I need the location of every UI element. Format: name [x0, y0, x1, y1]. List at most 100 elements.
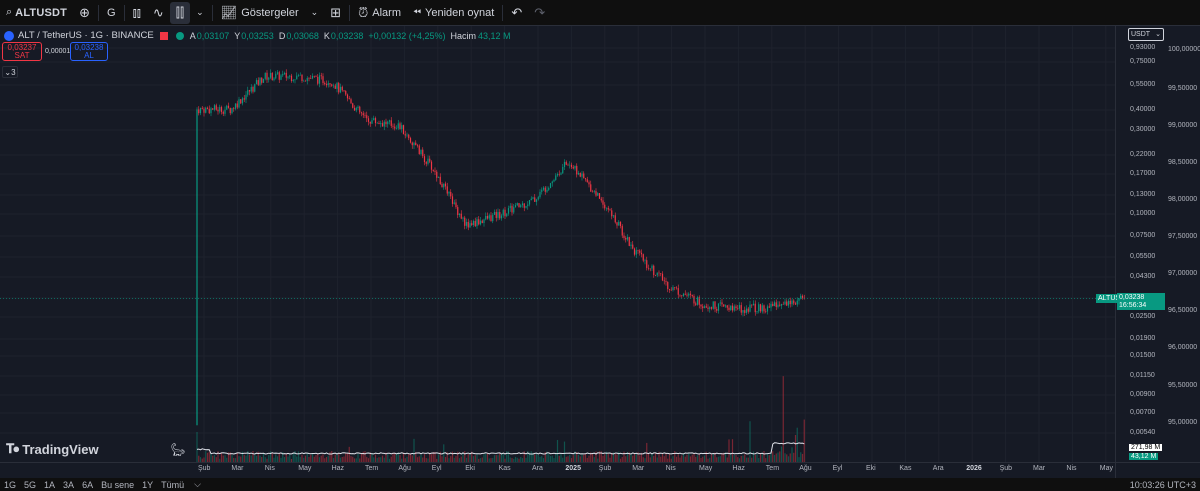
candle [443, 183, 445, 190]
candle [616, 221, 618, 229]
candles-type-button[interactable]: ⫿⫿ [169, 1, 191, 24]
candle [472, 219, 475, 228]
volume-bar [227, 452, 230, 462]
volume-bar [317, 453, 319, 462]
range-button[interactable]: Bu sene [101, 479, 135, 490]
candle [446, 182, 448, 196]
volume-bar [210, 453, 212, 462]
range-button[interactable]: 1Y [142, 479, 154, 490]
date-range-icon[interactable]: ⌵ [194, 479, 201, 489]
candle [450, 189, 452, 200]
volume-bar [654, 452, 657, 462]
sell-button[interactable]: 0,03237 SAT [2, 42, 42, 61]
candle [357, 105, 359, 110]
volume-bar [408, 453, 410, 462]
volume-bar [672, 456, 674, 462]
volume-bar [327, 455, 329, 462]
volume-bar [609, 457, 611, 462]
candle [388, 119, 391, 125]
layouts-button[interactable]: ⊞ [324, 0, 347, 26]
candle [493, 209, 496, 215]
current-price-tag: 0,03238 16:56:34 [1117, 293, 1165, 310]
candle [297, 73, 300, 77]
volume-bar [633, 453, 636, 462]
volume-bar [415, 451, 417, 462]
time-axis[interactable] [0, 462, 1115, 478]
candle [248, 89, 251, 96]
volume-bar [612, 452, 615, 462]
secondary-tick-label: 97,50000 [1168, 233, 1198, 240]
time-tick-label: Ara [532, 465, 543, 472]
candle [597, 192, 599, 196]
volume-bar [518, 458, 520, 462]
range-button[interactable]: 1A [44, 479, 56, 490]
axis-settings-corner[interactable] [1115, 462, 1200, 478]
replay-button[interactable]: ⏪︎ Yeniden oynat [407, 0, 500, 26]
chart-type-dropdown[interactable]: ⌄ [190, 0, 210, 26]
candle [689, 290, 692, 298]
line-type-button[interactable]: ∿ [147, 0, 170, 26]
candle [252, 85, 254, 94]
volume-bar [598, 451, 601, 462]
volume-bar [355, 458, 357, 462]
range-button[interactable]: 1G [4, 479, 17, 490]
legend-title[interactable]: ALT / TetherUS · 1G · BINANCE [18, 30, 154, 41]
dinosaur-icon[interactable]: 🦕︎ [170, 442, 187, 457]
indicators-dropdown[interactable]: ⌄ [305, 0, 325, 26]
candle [751, 304, 753, 308]
candle [546, 186, 548, 194]
candle [196, 107, 198, 426]
volume-bar [534, 454, 536, 462]
range-button[interactable]: Tümü [161, 479, 185, 490]
clock-label[interactable]: 10:03:26 UTC+3 [1129, 479, 1196, 490]
candle [630, 241, 632, 250]
indicators-button[interactable]: 📈︎ Göstergeler [215, 0, 305, 26]
time-tick-label: Mar [632, 465, 645, 472]
volume-bar [364, 451, 366, 462]
volume-bar [233, 457, 235, 462]
candle [462, 216, 464, 222]
range-button[interactable]: 3A [63, 479, 75, 490]
volume-bar [259, 455, 261, 462]
candle [770, 301, 772, 312]
symbol-search[interactable]: ⌕ ALTUSDT [0, 0, 73, 26]
candle [385, 118, 387, 128]
candle [411, 141, 413, 149]
candle [402, 124, 405, 135]
price-axis[interactable] [1115, 26, 1200, 462]
volume-bar [373, 457, 375, 462]
volume-bar [224, 455, 226, 462]
volume-bar [618, 451, 620, 462]
tradingview-logo[interactable]: 𝐓● TradingView [6, 441, 99, 457]
volume-ma-tag: 271,98 M [1129, 444, 1163, 451]
undo-button[interactable]: ↶ [505, 0, 528, 26]
volume-bar [502, 453, 504, 462]
collapse-indicators-button[interactable]: ⌄3 [2, 66, 18, 78]
volume-bar [497, 455, 499, 462]
range-button[interactable]: 5G [24, 479, 37, 490]
compare-button[interactable]: ⊕ [73, 0, 96, 26]
volume-bar [569, 454, 571, 462]
redo-button[interactable]: ↷ [528, 0, 551, 26]
volume-bar [528, 452, 531, 462]
candle [199, 107, 202, 116]
volume-bar [378, 457, 380, 462]
alarm-button[interactable]: ⏰︎ Alarm [352, 0, 407, 26]
interval-button[interactable]: G [101, 0, 122, 26]
candle [768, 303, 770, 309]
candle [668, 288, 671, 293]
secondary-tick-label: 99,00000 [1168, 122, 1198, 129]
range-button[interactable]: 6A [82, 479, 94, 490]
volume-bar [779, 451, 781, 462]
buy-price: 0,03238 [74, 43, 104, 52]
interval-label: G [107, 6, 116, 19]
candle [726, 304, 728, 311]
chart-pane[interactable] [0, 26, 1115, 462]
bars-type-button[interactable]: ⫾⫾ [127, 0, 147, 26]
buy-button[interactable]: 0,03238 AL [70, 42, 108, 61]
currency-selector[interactable]: USDT ⌄ [1128, 28, 1164, 41]
volume-key: Hacim [450, 30, 476, 41]
candle [373, 115, 375, 121]
price-tick-label: 0,00700 [1130, 409, 1156, 416]
flag-icon[interactable] [159, 31, 168, 40]
